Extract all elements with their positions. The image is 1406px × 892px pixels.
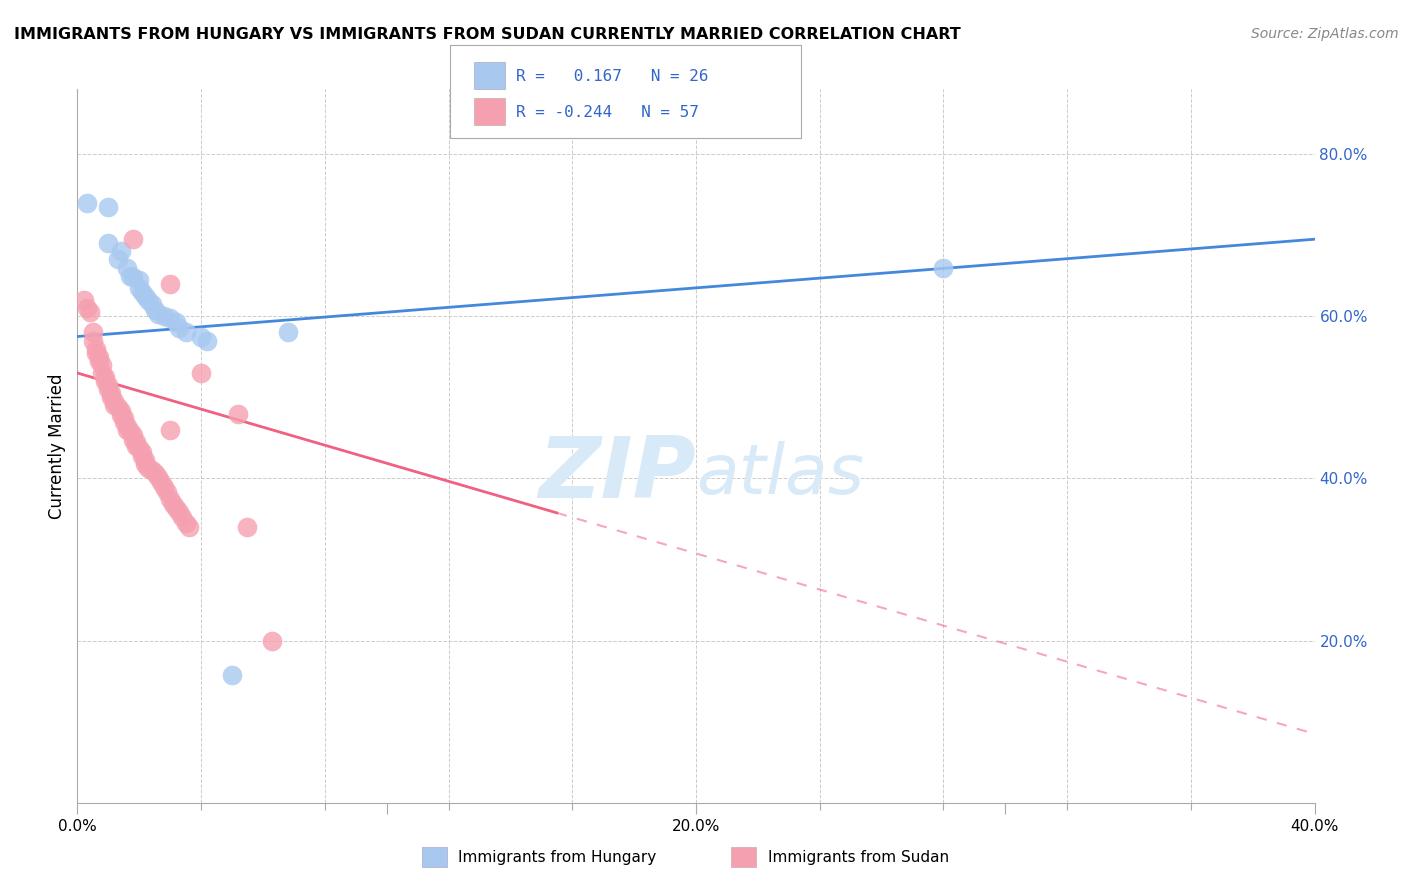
Point	[97, 378, 120, 392]
Point	[134, 452, 156, 467]
Text: Immigrants from Hungary: Immigrants from Hungary	[458, 850, 657, 864]
Point	[172, 510, 194, 524]
Point	[932, 260, 955, 275]
Point	[76, 301, 98, 315]
Point	[146, 470, 169, 484]
Point	[262, 633, 284, 648]
Point	[112, 410, 135, 425]
Point	[159, 277, 181, 291]
Point	[128, 281, 150, 295]
Point	[79, 305, 101, 319]
Point	[107, 400, 129, 414]
Point	[110, 404, 132, 418]
Text: R =   0.167   N = 26: R = 0.167 N = 26	[516, 70, 709, 84]
Point	[149, 475, 172, 490]
Point	[156, 485, 179, 500]
Point	[100, 386, 122, 401]
Point	[277, 326, 299, 340]
Point	[103, 399, 125, 413]
Point	[103, 394, 125, 409]
Y-axis label: Currently Married: Currently Married	[48, 373, 66, 519]
Point	[94, 370, 117, 384]
Point	[195, 334, 218, 348]
Point	[82, 334, 104, 348]
Point	[84, 345, 107, 359]
Point	[91, 358, 114, 372]
Point	[122, 232, 145, 246]
Point	[128, 442, 150, 456]
Point	[143, 302, 166, 317]
Text: R = -0.244   N = 57: R = -0.244 N = 57	[516, 105, 699, 120]
Point	[159, 310, 181, 325]
Point	[162, 497, 184, 511]
Point	[97, 236, 120, 251]
Point	[165, 501, 187, 516]
Point	[165, 315, 187, 329]
Point	[131, 449, 153, 463]
Point	[84, 342, 107, 356]
Point	[174, 516, 197, 530]
Point	[143, 466, 166, 480]
Point	[141, 463, 163, 477]
Point	[118, 425, 141, 439]
Text: IMMIGRANTS FROM HUNGARY VS IMMIGRANTS FROM SUDAN CURRENTLY MARRIED CORRELATION C: IMMIGRANTS FROM HUNGARY VS IMMIGRANTS FR…	[14, 27, 960, 42]
Point	[91, 366, 114, 380]
Point	[115, 423, 138, 437]
Point	[138, 293, 160, 307]
Point	[112, 415, 135, 429]
Point	[122, 428, 145, 442]
Point	[131, 445, 153, 459]
Point	[82, 326, 104, 340]
Point	[146, 307, 169, 321]
Point	[87, 354, 110, 368]
Point	[110, 408, 132, 422]
Point	[94, 374, 117, 388]
Point	[226, 407, 249, 421]
Text: Source: ZipAtlas.com: Source: ZipAtlas.com	[1251, 27, 1399, 41]
Point	[72, 293, 94, 307]
Point	[141, 297, 163, 311]
Point	[100, 390, 122, 404]
Point	[97, 200, 120, 214]
Point	[177, 520, 200, 534]
Point	[138, 461, 160, 475]
Point	[236, 520, 259, 534]
Point	[134, 289, 156, 303]
Point	[122, 270, 145, 285]
Point	[169, 321, 191, 335]
Point	[169, 506, 191, 520]
Point	[221, 667, 243, 681]
Point	[153, 310, 176, 324]
Point	[125, 439, 148, 453]
Point	[97, 382, 120, 396]
Point	[134, 457, 156, 471]
Text: Immigrants from Sudan: Immigrants from Sudan	[768, 850, 949, 864]
Point	[153, 479, 176, 493]
Point	[76, 195, 98, 210]
Point	[190, 366, 212, 380]
Point	[115, 418, 138, 433]
Point	[110, 244, 132, 259]
Point	[159, 491, 181, 506]
Point	[122, 433, 145, 447]
Point	[107, 252, 129, 267]
Point	[174, 326, 197, 340]
Text: atlas: atlas	[696, 441, 863, 508]
Point	[190, 329, 212, 343]
Point	[128, 273, 150, 287]
Point	[131, 285, 153, 299]
Text: ZIP: ZIP	[538, 433, 696, 516]
Point	[87, 350, 110, 364]
Point	[115, 260, 138, 275]
Point	[125, 434, 148, 449]
Point	[159, 423, 181, 437]
Point	[118, 268, 141, 283]
